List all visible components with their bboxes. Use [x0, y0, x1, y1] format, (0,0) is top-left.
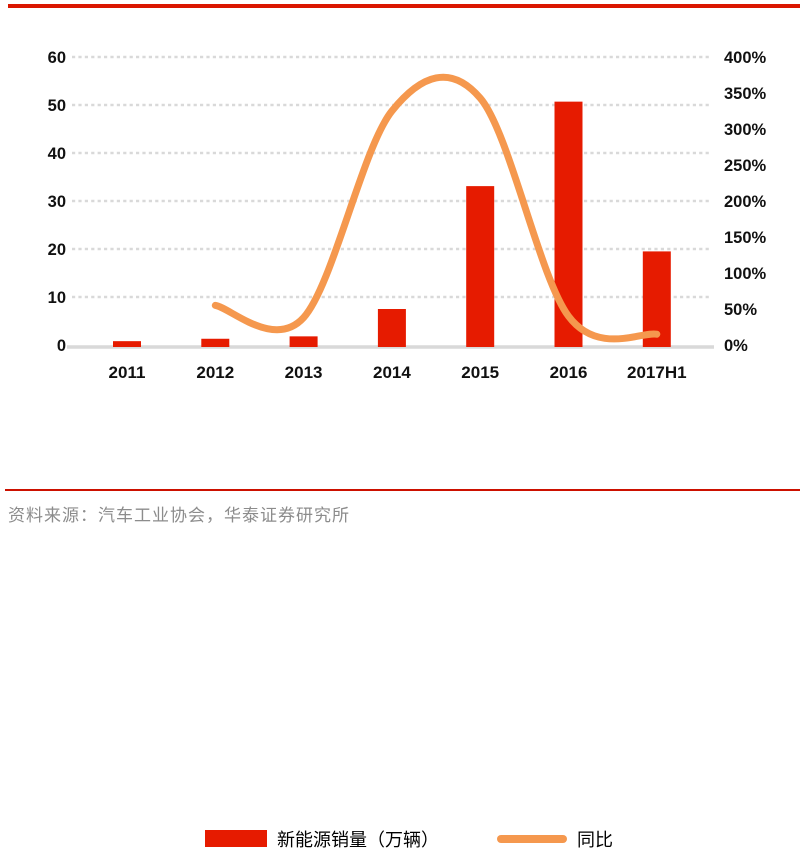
x-axis-label-2012: 2012 — [196, 363, 234, 382]
legend-swatch-sales — [205, 830, 267, 847]
x-axis-label-2015: 2015 — [461, 363, 499, 382]
left-axis-tick: 30 — [48, 193, 66, 211]
left-axis-tick: 60 — [48, 49, 66, 67]
x-axis-label-2011: 2011 — [109, 363, 146, 382]
right-axis-tick: 250% — [724, 157, 767, 175]
legend-label-yoy: 同比 — [577, 830, 613, 850]
top-rule — [8, 4, 800, 8]
right-axis-tick: 350% — [724, 85, 767, 103]
yoy-line — [211, 73, 661, 343]
right-axis-ticks: 400% 350% 300% 250% 200% 150% 100% 50% 0% — [724, 49, 767, 355]
left-axis-tick: 10 — [48, 289, 66, 307]
bar-2011 — [113, 341, 141, 347]
bar-2013 — [289, 336, 318, 347]
right-axis-tick: 0% — [724, 337, 748, 355]
bar-2015 — [466, 186, 495, 347]
yoy-line-path — [211, 73, 661, 343]
legend-label-sales: 新能源销量（万辆） — [277, 830, 439, 850]
x-axis-label-2017H1: 2017H1 — [627, 363, 687, 382]
chart-legend: 新能源销量（万辆） 同比 — [0, 410, 809, 850]
bar-2012 — [201, 338, 230, 347]
grid-lines — [72, 55, 712, 299]
right-axis-tick: 300% — [724, 121, 767, 139]
chart-canvas: 60 50 40 30 20 10 0 400% 350% 300% 250% 200% 150% 100… — [48, 49, 767, 382]
x-axis-labels: 2011 2012 2013 2014 2015 2016 2017H1 — [109, 363, 687, 382]
x-axis-label-2016: 2016 — [550, 363, 588, 382]
right-axis-tick: 50% — [724, 301, 757, 319]
source-note: 资料来源：汽车工业协会，华泰证券研究所 — [8, 506, 350, 526]
left-axis-tick: 50 — [48, 97, 66, 115]
footer-rule — [5, 489, 800, 491]
right-axis-tick: 150% — [724, 229, 767, 247]
sales-bars — [113, 101, 671, 347]
right-axis-tick: 400% — [724, 49, 767, 67]
right-axis-tick: 200% — [724, 193, 767, 211]
x-axis-label-2013: 2013 — [285, 363, 323, 382]
right-axis-tick: 100% — [724, 265, 767, 283]
bar-2014 — [377, 309, 406, 347]
chart-area: 60 50 40 30 20 10 0 400% 350% 300% 250% 200% 150% 100… — [0, 0, 809, 400]
left-axis-ticks: 60 50 40 30 20 10 0 — [48, 49, 66, 355]
legend-swatch-yoy — [497, 835, 567, 843]
x-axis-label-2014: 2014 — [373, 363, 411, 382]
left-axis-tick: 0 — [57, 337, 66, 355]
left-axis-tick: 40 — [48, 145, 66, 163]
left-axis-tick: 20 — [48, 241, 66, 259]
